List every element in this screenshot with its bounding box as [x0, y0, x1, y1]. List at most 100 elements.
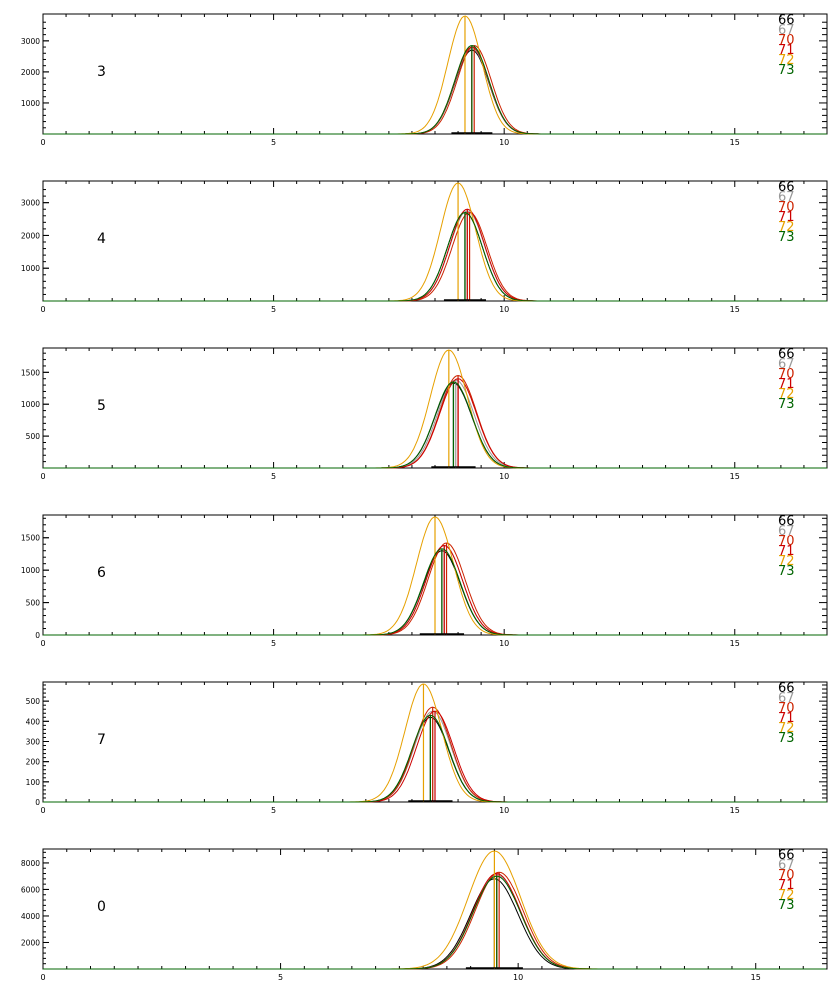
y-tick-label: 0 [35, 798, 40, 807]
x-tick-label: 0 [40, 973, 45, 982]
series-line-70 [43, 44, 827, 135]
plot-frame [42, 347, 828, 469]
y-tick-label: 100 [26, 778, 41, 787]
series-line-72 [43, 850, 826, 970]
legend-entry-70: 70 [778, 200, 795, 215]
legend-entry-66: 66 [778, 180, 795, 195]
legend-entry-71: 71 [778, 878, 795, 893]
x-tick-label: 5 [271, 639, 276, 648]
x-tick-label: 15 [730, 639, 740, 648]
y-tick-label: 500 [26, 697, 41, 706]
legend-entry-67: 67 [778, 691, 795, 706]
series-line-73 [43, 211, 827, 302]
series-line-73 [43, 548, 827, 636]
legend-entry-73: 73 [778, 731, 795, 746]
legend-entry-71: 71 [778, 43, 795, 58]
x-tick-label: 10 [499, 305, 509, 314]
y-tick-label: 1000 [21, 264, 40, 273]
y-tick-label: 2000 [21, 68, 40, 77]
legend-entry-72: 72 [778, 220, 795, 235]
legend-entry-70: 70 [778, 868, 795, 883]
series-line-71 [43, 208, 827, 302]
panel-label: 4 [97, 231, 106, 247]
legend-entry-71: 71 [778, 377, 795, 392]
x-tick-label: 15 [730, 138, 740, 147]
x-tick-label: 5 [271, 305, 276, 314]
x-tick-label: 15 [730, 806, 740, 815]
panel-label: 3 [97, 64, 106, 80]
legend-entry-66: 66 [778, 514, 795, 529]
series-line-71 [43, 46, 827, 135]
legend-entry-70: 70 [778, 701, 795, 716]
legend-entry-66: 66 [778, 848, 795, 863]
y-tick-label: 2000 [21, 938, 40, 947]
legend-entry-70: 70 [778, 367, 795, 382]
y-tick-label: 3000 [21, 199, 40, 208]
plot-frame [42, 180, 828, 302]
y-tick-label: 1500 [21, 368, 40, 377]
series-line-72 [43, 15, 827, 135]
legend-entry-71: 71 [778, 544, 795, 559]
legend-entry-72: 72 [778, 721, 795, 736]
legend-entry-72: 72 [778, 554, 795, 569]
y-tick-label: 4000 [21, 912, 40, 921]
y-tick-label: 300 [26, 737, 41, 746]
legend-entry-70: 70 [778, 534, 795, 549]
legend-entry-70: 70 [778, 33, 795, 48]
y-tick-label: 2000 [21, 231, 40, 240]
panel-label: 7 [97, 732, 106, 748]
series-line-71 [43, 378, 827, 469]
series-line-73 [43, 381, 827, 469]
legend-entry-72: 72 [778, 888, 795, 903]
legend-entry-66: 66 [778, 681, 795, 696]
x-tick-label: 0 [40, 305, 45, 314]
legend-entry-67: 67 [778, 858, 795, 873]
series-line-67 [43, 379, 827, 469]
y-tick-label: 200 [26, 758, 41, 767]
panel-label: 5 [97, 398, 106, 414]
series-line-72 [43, 349, 827, 469]
series-line-70 [43, 211, 827, 302]
y-tick-label: 0 [35, 631, 40, 640]
y-tick-label: 1000 [21, 99, 40, 108]
plot-frame [42, 848, 828, 970]
x-tick-label: 0 [40, 639, 45, 648]
legend-entry-67: 67 [778, 524, 795, 539]
x-tick-label: 15 [751, 973, 761, 982]
legend-entry-67: 67 [778, 23, 795, 38]
x-tick-label: 10 [513, 973, 523, 982]
legend-entry-67: 67 [778, 190, 795, 205]
legend-entry-71: 71 [778, 711, 795, 726]
y-tick-label: 1000 [21, 400, 40, 409]
x-tick-label: 0 [40, 472, 45, 481]
x-tick-label: 0 [40, 806, 45, 815]
x-tick-label: 15 [730, 472, 740, 481]
series-line-66 [43, 878, 826, 970]
legend-entry-73: 73 [778, 898, 795, 913]
y-tick-label: 1500 [21, 534, 40, 543]
x-tick-label: 10 [499, 138, 509, 147]
x-tick-label: 0 [40, 138, 45, 147]
panel-label: 0 [97, 899, 106, 915]
x-tick-label: 5 [271, 138, 276, 147]
series-line-73 [43, 45, 827, 135]
series-line-67 [43, 48, 827, 135]
y-tick-label: 6000 [21, 885, 40, 894]
x-tick-label: 5 [271, 806, 276, 815]
series-line-70 [43, 871, 826, 970]
legend-entry-73: 73 [778, 63, 795, 78]
legend-entry-66: 66 [778, 13, 795, 28]
legend-entry-73: 73 [778, 397, 795, 412]
y-tick-label: 1000 [21, 566, 40, 575]
legend-entry-66: 66 [778, 347, 795, 362]
legend-entry-72: 72 [778, 53, 795, 68]
y-tick-label: 3000 [21, 37, 40, 46]
legend-entry-72: 72 [778, 387, 795, 402]
series-line-71 [43, 873, 826, 970]
x-tick-label: 15 [730, 305, 740, 314]
